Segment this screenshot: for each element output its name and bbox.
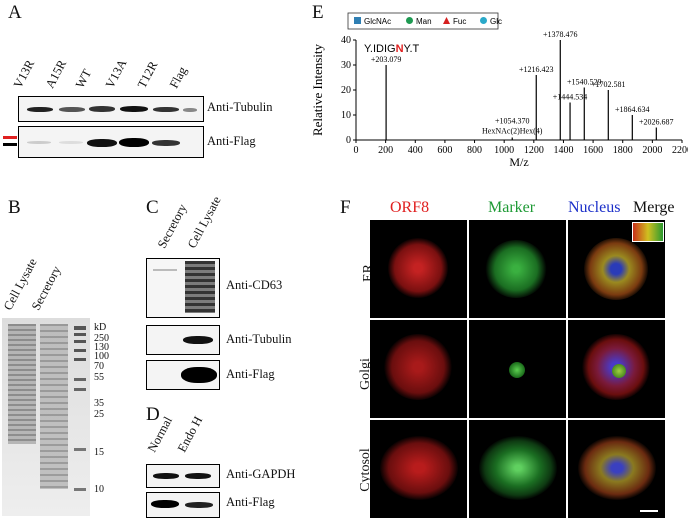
marker-25: 25 xyxy=(94,409,104,420)
x-tick-label: 200 xyxy=(378,145,393,156)
kd-unit: kD xyxy=(94,322,107,333)
blot-label-tubulin-c: Anti-Tubulin xyxy=(226,332,292,346)
blot-d-flag xyxy=(146,492,220,518)
lane-label-v13a: V13A xyxy=(102,56,130,91)
blot-label-cd63: Anti-CD63 xyxy=(226,278,283,292)
panel-label-c: C xyxy=(146,197,159,218)
y-tick-label: 0 xyxy=(346,135,351,146)
legend-label: GlcNAc xyxy=(364,17,391,26)
legend-box xyxy=(347,12,499,30)
marker-250: 250 xyxy=(94,333,109,344)
x-axis-label: M/z xyxy=(509,155,528,169)
marker-10: 10 xyxy=(94,484,104,495)
panel-label-b: B xyxy=(8,197,21,218)
marker-55: 55 xyxy=(94,372,104,383)
peak-label: +1864.634 xyxy=(615,105,650,114)
ms-spectrum-chart: 0 200 400 600 800 1000 1200 1400 1600 1800 2000 220… xyxy=(310,12,688,169)
legend-label: Man xyxy=(416,17,432,26)
blot-b-gel xyxy=(2,318,90,516)
blot-a-flag xyxy=(18,126,204,158)
micrograph-cytosol-marker xyxy=(469,420,566,518)
marker-70: 70 xyxy=(94,361,104,372)
y-tick-label: 20 xyxy=(341,85,351,96)
peak-label: +1444.534 xyxy=(553,93,588,102)
lane-label-wt: WT xyxy=(72,66,95,91)
y-axis-label: Relative Intensity xyxy=(310,43,325,136)
peak-label: +1702.581 xyxy=(591,80,626,89)
column-label-nucleus: Nucleus xyxy=(568,199,621,216)
panel-label-f: F xyxy=(340,197,351,218)
legend-man-icon xyxy=(406,17,413,24)
micrograph-golgi-orf8 xyxy=(370,320,467,418)
lane-label-endo-h: Endo H xyxy=(174,413,206,455)
peak-label: +2026.687 xyxy=(639,118,674,127)
x-tick-label: 1200 xyxy=(524,145,544,156)
peak-sublabel: HexNAc(2)Hex(4) xyxy=(482,127,543,136)
legend-glc-icon xyxy=(480,17,487,24)
peak-label: +1378.476 xyxy=(543,30,578,39)
legend-glcnac-icon xyxy=(354,17,361,24)
blot-label-flag-c: Anti-Flag xyxy=(226,367,275,381)
micrograph-cytosol-merge xyxy=(568,420,665,518)
panel-label-d: D xyxy=(146,404,160,425)
y-tick-label: 40 xyxy=(341,35,351,46)
blot-label-tubulin: Anti-Tubulin xyxy=(207,100,273,114)
lane-label-t12r: T12R xyxy=(134,58,161,91)
x-tick-label: 1000 xyxy=(494,145,514,156)
legend-label: Glc xyxy=(490,17,502,26)
peak-label: +1540.529 xyxy=(567,78,602,87)
x-tick-label: 0 xyxy=(354,145,359,156)
x-tick-label: 1800 xyxy=(613,145,633,156)
column-label-merge: Merge xyxy=(633,199,675,216)
panel-label-e: E xyxy=(312,2,324,23)
y-tick-label: 30 xyxy=(341,60,351,71)
micrograph-golgi-marker xyxy=(469,320,566,418)
marker-15: 15 xyxy=(94,447,104,458)
red-arrow-icon xyxy=(3,136,17,139)
micrograph-er-marker xyxy=(469,220,566,318)
peak-label: +1054.370 xyxy=(495,117,530,126)
peak-label: +203.079 xyxy=(371,55,402,64)
blot-d-gapdh xyxy=(146,464,220,488)
panel-label-a: A xyxy=(8,2,22,23)
micrograph-cytosol-orf8 xyxy=(370,420,467,518)
micrograph-er-merge xyxy=(568,220,665,318)
marker-35: 35 xyxy=(94,398,104,409)
column-label-marker: Marker xyxy=(488,199,536,216)
micrograph-golgi-merge xyxy=(568,320,665,418)
lane-label-v13r: V13R xyxy=(10,57,38,91)
lane-label-a15r: A15R xyxy=(42,57,70,91)
lane-label-cell-lysate-c: Cell Lysate xyxy=(184,193,224,251)
legend-label: Fuc xyxy=(453,17,466,26)
blot-c-flag xyxy=(146,360,220,390)
blot-c-tubulin xyxy=(146,325,220,355)
blot-label-flag-a: Anti-Flag xyxy=(207,134,256,148)
x-tick-label: 1400 xyxy=(553,145,573,156)
x-tick-label: 600 xyxy=(437,145,452,156)
peak-label: +1216.423 xyxy=(519,65,554,74)
lane-label-flag: Flag xyxy=(166,64,190,91)
micrograph-er-orf8 xyxy=(370,220,467,318)
legend-fuc-icon xyxy=(443,17,450,24)
blot-label-flag-d: Anti-Flag xyxy=(226,495,275,509)
marker-100: 100 xyxy=(94,351,109,362)
scale-bar xyxy=(640,510,658,512)
black-arrow-icon xyxy=(3,143,17,146)
x-tick-label: 1600 xyxy=(583,145,603,156)
x-tick-label: 2000 xyxy=(642,145,662,156)
y-tick-label: 10 xyxy=(341,110,351,121)
x-tick-label: 800 xyxy=(467,145,482,156)
blot-label-gapdh: Anti-GAPDH xyxy=(226,467,296,481)
column-label-orf8: ORF8 xyxy=(390,199,430,216)
x-tick-label: 400 xyxy=(408,145,423,156)
blot-c-cd63 xyxy=(146,258,220,318)
blot-a-tubulin xyxy=(18,96,204,122)
marker-130: 130 xyxy=(94,342,109,353)
peptide-sequence: Y.IDIGNY.T xyxy=(364,43,420,55)
